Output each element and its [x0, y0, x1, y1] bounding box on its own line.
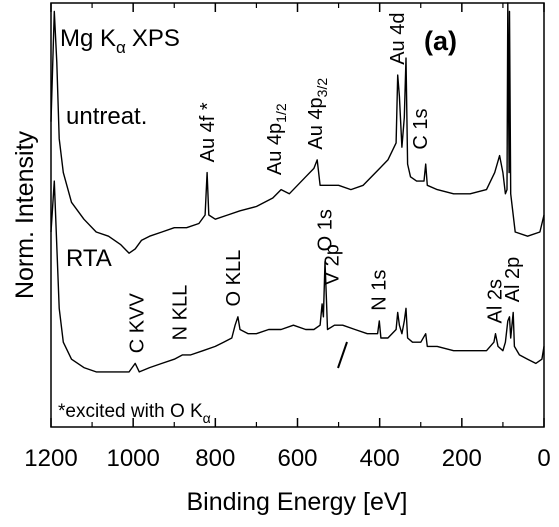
peak-label: N 1s — [369, 270, 391, 311]
x-tick-label: 0 — [537, 445, 550, 472]
x-tick-label: 1000 — [106, 445, 159, 472]
peak-label: Au 4f * — [197, 102, 219, 162]
panel-label: (a) — [424, 26, 457, 56]
series-line-untreat — [50, 2, 545, 254]
x-tick-label: 600 — [277, 445, 317, 472]
series-label-rta: RTA — [66, 245, 112, 272]
x-tick-label: 1200 — [24, 445, 77, 472]
y-axis-title: Norm. Intensity — [11, 130, 39, 299]
peak-label: C KVV — [126, 293, 148, 354]
series-layer — [50, 2, 545, 373]
peak-label: Al 2p — [502, 257, 524, 303]
x-axis-title: Binding Energy [eV] — [187, 488, 408, 516]
method-label-main: Mg K — [60, 25, 116, 52]
x-tick-label: 200 — [442, 445, 482, 472]
peak-label: Au 4d — [387, 13, 409, 65]
peak-label: V 2p — [321, 244, 343, 285]
series-label-untreat: untreat. — [66, 103, 147, 130]
footnote-sub: α — [203, 410, 211, 426]
x-tick-label: 400 — [360, 445, 400, 472]
plot-frame — [50, 2, 545, 428]
method-label-suffix: XPS — [132, 25, 180, 52]
peak-label: O 1s — [314, 209, 336, 251]
peak-label: C 1s — [410, 108, 432, 149]
peak-label: Au 4p1/2 — [264, 103, 289, 175]
method-label: Mg Kα XPS — [60, 25, 180, 57]
x-tick-label: 800 — [195, 445, 235, 472]
x-ticks: 1200 1000 800 600 400 200 0 — [24, 3, 551, 472]
method-label-sub: α — [116, 38, 126, 57]
peak-label: O KLL — [223, 250, 245, 307]
series-line-rta — [50, 180, 545, 373]
peak-label: N KLL — [169, 285, 191, 341]
v2p-slash-mark — [337, 341, 348, 369]
footnote-main: *excited with O K — [58, 401, 203, 422]
footnote: *excited with O Kα — [58, 401, 211, 426]
peak-label: Au 4p3/2 — [305, 78, 330, 150]
peak-label: Al 2s — [485, 279, 507, 323]
